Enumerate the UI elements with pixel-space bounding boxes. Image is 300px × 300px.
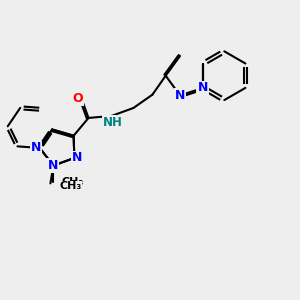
Text: N: N (31, 142, 41, 154)
Text: N: N (175, 89, 185, 102)
Text: N: N (47, 159, 57, 172)
Text: O: O (72, 92, 83, 105)
Text: N: N (72, 152, 83, 164)
Text: N: N (198, 81, 208, 94)
Text: CH₃: CH₃ (59, 182, 82, 191)
Text: NH: NH (103, 116, 123, 129)
Text: N: N (196, 81, 207, 94)
Text: CH₃: CH₃ (62, 177, 84, 187)
Text: N: N (48, 159, 59, 172)
